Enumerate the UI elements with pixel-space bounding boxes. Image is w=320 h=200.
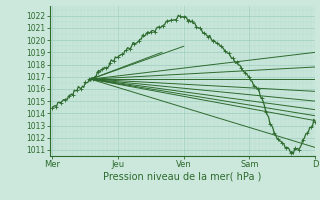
X-axis label: Pression niveau de la mer( hPa ): Pression niveau de la mer( hPa ) <box>103 172 261 182</box>
